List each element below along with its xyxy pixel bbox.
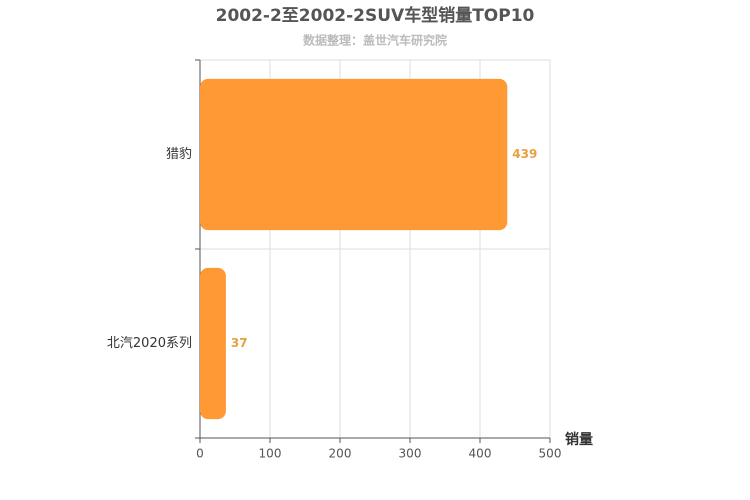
chart-title: 2002-2至2002-2SUV车型销量TOP10 bbox=[216, 5, 535, 26]
chart-subtitle: 数据整理：盖世汽车研究院 bbox=[303, 33, 447, 48]
x-tick-label: 100 bbox=[259, 447, 282, 461]
x-tick-label: 0 bbox=[196, 447, 204, 461]
bar bbox=[200, 78, 508, 231]
x-tick-label: 400 bbox=[469, 447, 492, 461]
x-tick-label: 200 bbox=[329, 447, 352, 461]
value-label: 37 bbox=[231, 336, 248, 350]
value-label: 439 bbox=[512, 147, 537, 161]
bar bbox=[200, 267, 226, 420]
x-tick-label: 300 bbox=[399, 447, 422, 461]
x-tick-label: 500 bbox=[539, 447, 562, 461]
y-tick-label: 猎豹 bbox=[166, 147, 192, 162]
y-tick-label: 北汽2020系列 bbox=[107, 336, 192, 351]
x-axis-label: 销量 bbox=[565, 431, 593, 448]
